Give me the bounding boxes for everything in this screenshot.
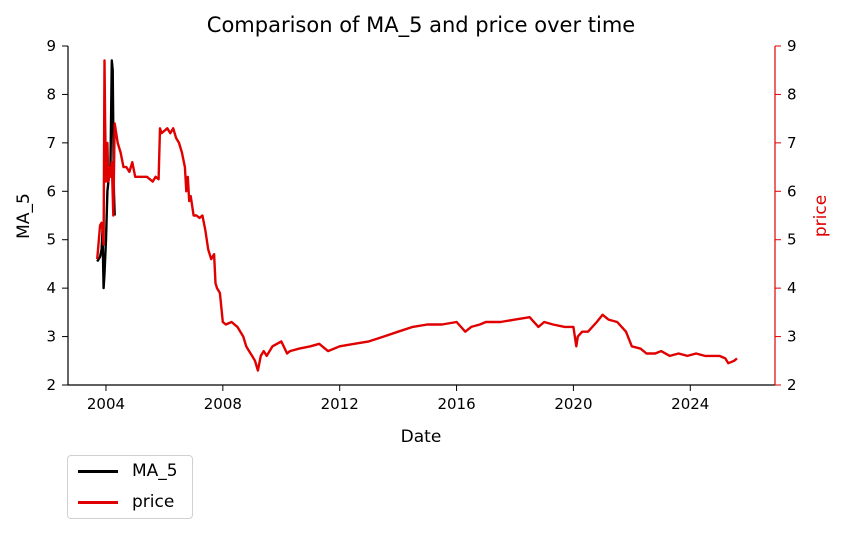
x-tick-label: 2008 xyxy=(204,395,242,413)
legend-swatch-price xyxy=(78,501,118,504)
y-right-tick-label: 4 xyxy=(787,279,797,297)
legend-swatch-ma5 xyxy=(78,470,118,473)
y-axis-right-ticks: 2 3 4 5 6 7 8 9 xyxy=(775,37,797,394)
chart-title: Comparison of MA_5 and price over time xyxy=(207,13,635,38)
y-tick-label: 6 xyxy=(46,182,56,200)
y-tick-label: 8 xyxy=(46,85,56,103)
x-tick-label: 2004 xyxy=(87,395,125,413)
x-tick-label: 2024 xyxy=(671,395,709,413)
y-axis-left-ticks: 2 3 4 5 6 7 8 9 xyxy=(46,37,68,394)
y-tick-label: 9 xyxy=(46,37,56,55)
legend-label-price: price xyxy=(132,492,175,512)
legend-item-ma5: MA_5 xyxy=(68,461,192,481)
x-tick-label: 2012 xyxy=(321,395,359,413)
y-right-tick-label: 8 xyxy=(787,85,797,103)
y-right-tick-label: 3 xyxy=(787,328,797,346)
y-right-tick-label: 2 xyxy=(787,376,797,394)
y-tick-label: 2 xyxy=(46,376,56,394)
y-right-tick-label: 5 xyxy=(787,231,797,249)
y-axis-right-label: price xyxy=(811,195,831,237)
legend-item-price: price xyxy=(68,492,192,512)
y-right-tick-label: 7 xyxy=(787,134,797,152)
legend-label-ma5: MA_5 xyxy=(132,461,178,481)
y-right-tick-label: 6 xyxy=(787,182,797,200)
x-tick-label: 2016 xyxy=(437,395,475,413)
legend: MA_5 price xyxy=(67,455,193,519)
y-tick-label: 7 xyxy=(46,134,56,152)
y-tick-label: 4 xyxy=(46,279,56,297)
series-line-ma-5 xyxy=(96,59,116,290)
y-axis-label: MA_5 xyxy=(14,193,34,239)
plot-lines xyxy=(96,59,738,372)
series-line-price xyxy=(96,59,738,372)
x-tick-label: 2020 xyxy=(554,395,592,413)
y-right-tick-label: 9 xyxy=(787,37,797,55)
y-tick-label: 3 xyxy=(46,328,56,346)
y-tick-label: 5 xyxy=(46,231,56,249)
x-axis-ticks: 2004 2008 2012 2016 2020 2024 xyxy=(87,385,709,413)
x-axis-label: Date xyxy=(401,427,442,447)
